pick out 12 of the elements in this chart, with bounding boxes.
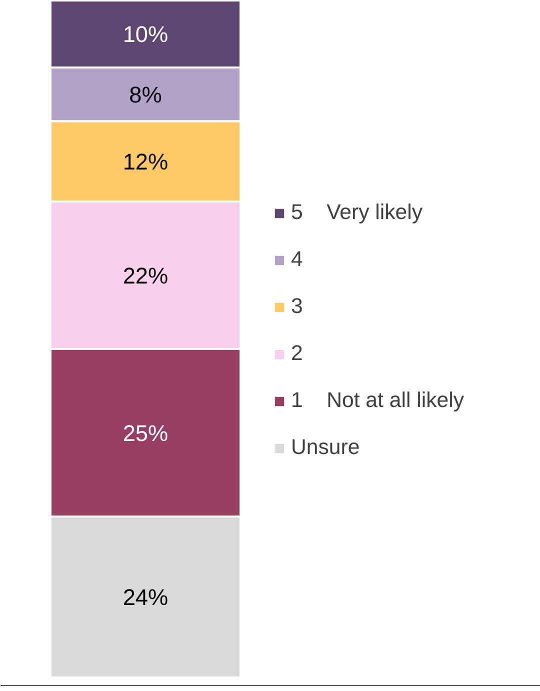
legend-label: 1 Not at all likely [291, 388, 464, 413]
data-label: 8% [129, 81, 162, 108]
data-label: 22% [122, 262, 168, 288]
data-label: 10% [122, 21, 168, 48]
data-label: 25% [122, 420, 168, 446]
legend-label: 3 [291, 294, 304, 319]
legend-label: 5 Very likely [291, 200, 423, 225]
legend-label: 2 [291, 341, 304, 366]
legend-label: 4 [291, 247, 304, 272]
legend-label: Unsure [291, 435, 360, 460]
data-label: 12% [122, 148, 168, 174]
data-label: 24% [122, 584, 168, 610]
